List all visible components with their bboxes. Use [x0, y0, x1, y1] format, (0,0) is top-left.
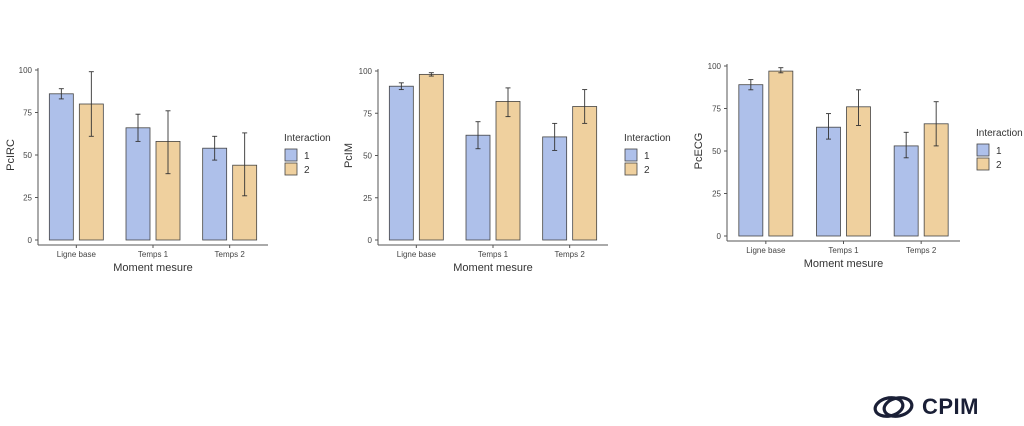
brand-logo: CPIM: [872, 392, 979, 422]
legend-swatch-1: [976, 143, 990, 157]
bar-temps-1-series-2: [846, 106, 871, 237]
y-tick-label: 25: [363, 194, 372, 203]
x-tick-label: Temps 2: [906, 246, 937, 255]
legend: Interaction 1 2: [624, 133, 671, 176]
x-tick-label: Ligne base: [746, 246, 786, 255]
y-tick-label: 0: [28, 236, 33, 245]
chart-panel-2: 0 25 50 75 100 Ligne base Temps 1 Temps 2 Moment…: [343, 67, 671, 274]
x-tick-label: Temps 1: [828, 246, 859, 255]
legend-swatch-2: [284, 162, 298, 176]
bar-ligne-base-series-2: [768, 70, 794, 237]
legend-label-2: 2: [644, 165, 650, 176]
y-tick-label: 75: [363, 109, 372, 118]
legend-label-2: 2: [304, 165, 310, 176]
y-axis-title: PcECG: [693, 133, 705, 170]
bar-temps-1-series-2: [495, 101, 521, 241]
bar-ligne-base-series-2: [418, 73, 444, 241]
chart-panel-1: 0 25 50 75 100 Ligne base Temps 1 Temps 2 Moment…: [5, 66, 331, 274]
x-tick-label: Temps 2: [215, 250, 246, 259]
x-tick-label: Ligne base: [397, 250, 437, 259]
bar-temps-2-series-1: [542, 136, 568, 241]
x-tick-label: Temps 1: [478, 250, 509, 259]
legend-swatch-2: [624, 162, 638, 176]
y-axis-title: PcIRC: [5, 139, 17, 171]
x-axis-title: Moment mesure: [804, 258, 883, 270]
y-tick-label: 50: [23, 151, 32, 160]
y-tick-label: 100: [19, 66, 33, 75]
bar-ligne-base-series-1: [388, 85, 414, 241]
y-tick-label: 0: [717, 232, 722, 241]
x-axis-title: Moment mesure: [113, 262, 192, 274]
legend: Interaction 1 2: [976, 128, 1023, 171]
legend-title: Interaction: [976, 128, 1023, 139]
y-tick-label: 0: [368, 236, 373, 245]
bar-temps-2-series-1: [202, 147, 228, 241]
legend-label-1: 1: [996, 146, 1002, 157]
legend-swatch-2: [976, 157, 990, 171]
legend-title: Interaction: [624, 133, 671, 144]
x-axis-title: Moment mesure: [453, 262, 532, 274]
y-tick-label: 75: [712, 105, 721, 114]
y-tick-label: 25: [23, 194, 32, 203]
y-axis-title: PcIM: [343, 143, 355, 168]
bar-temps-1-series-1: [816, 126, 841, 237]
legend-label-1: 1: [644, 151, 650, 162]
legend-title: Interaction: [284, 133, 331, 144]
bar-temps-1-series-1: [125, 127, 151, 241]
x-tick-label: Ligne base: [57, 250, 97, 259]
y-tick-label: 50: [712, 147, 721, 156]
legend: Interaction 1 2: [284, 133, 331, 176]
x-tick-label: Temps 2: [555, 250, 586, 259]
legend-label-2: 2: [996, 160, 1002, 171]
brand-name: CPIM: [922, 394, 979, 419]
cpim-logo-icon: [873, 396, 914, 418]
bar-ligne-base-series-1: [48, 93, 74, 241]
bar-ligne-base-series-1: [738, 84, 764, 237]
y-tick-label: 25: [712, 190, 721, 199]
bar-temps-1-series-1: [465, 134, 491, 241]
bar-temps-2-series-2: [572, 106, 598, 241]
y-tick-label: 100: [359, 67, 373, 76]
chart-panel-3: 0 25 50 75 100 Ligne base Temps 1 Temps 2 Moment…: [693, 62, 1023, 270]
x-tick-label: Temps 1: [138, 250, 169, 259]
legend-swatch-1: [624, 148, 638, 162]
legend-label-1: 1: [304, 151, 310, 162]
legend-swatch-1: [284, 148, 298, 162]
bar-temps-1-series-2: [155, 140, 181, 241]
y-tick-label: 75: [23, 109, 32, 118]
y-tick-label: 100: [708, 62, 722, 71]
bar-temps-2-series-1: [893, 145, 919, 237]
y-tick-label: 50: [363, 152, 372, 161]
